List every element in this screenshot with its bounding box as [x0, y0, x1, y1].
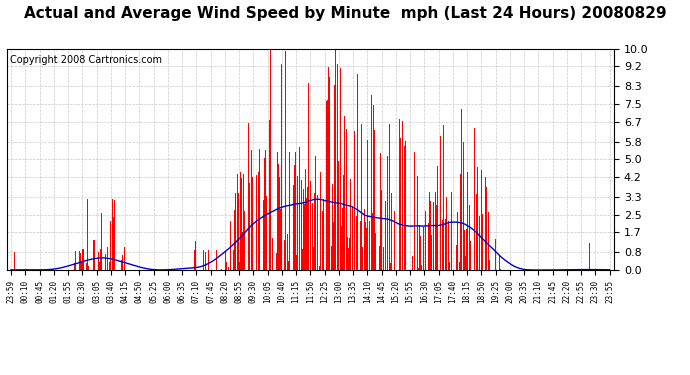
Text: Copyright 2008 Cartronics.com: Copyright 2008 Cartronics.com: [10, 56, 162, 65]
Text: Actual and Average Wind Speed by Minute  mph (Last 24 Hours) 20080829: Actual and Average Wind Speed by Minute …: [23, 6, 667, 21]
